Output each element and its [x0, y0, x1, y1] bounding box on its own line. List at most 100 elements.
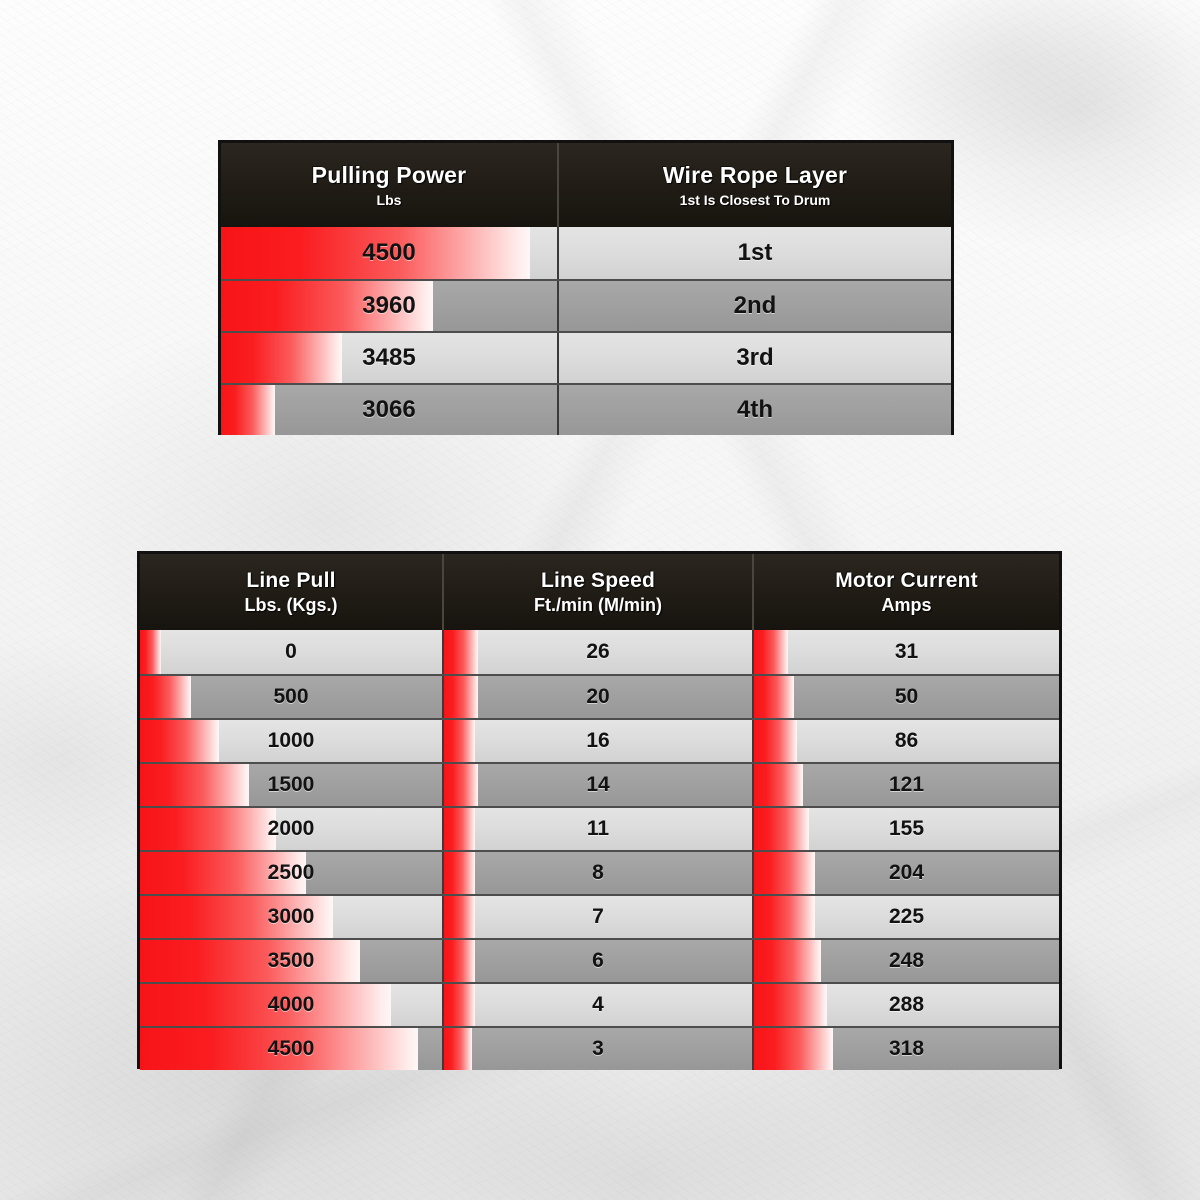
line-pull-value: 4500: [267, 1037, 315, 1060]
motor-current-bar: [754, 764, 803, 806]
cell-line-speed: 14: [442, 764, 752, 806]
cell-line-speed: 6: [442, 940, 752, 982]
pulling-power-value: 3485: [362, 344, 416, 371]
line-speed-value: 7: [592, 905, 604, 928]
pulling-power-table: Pulling Power Lbs Wire Rope Layer 1st Is…: [218, 140, 954, 435]
header-line-pull-title: Line Pull: [246, 568, 336, 592]
line-pull-bar: [140, 676, 192, 718]
motor-current-value: 204: [888, 861, 925, 884]
motor-current-value: 318: [888, 1037, 925, 1060]
motor-current-value: 121: [888, 773, 925, 796]
line-pull-value: 2500: [267, 861, 315, 884]
motor-current-bar: [754, 852, 815, 894]
motor-current-bar: [754, 808, 809, 850]
header-pulling-power-unit: Lbs: [376, 192, 402, 208]
line-speed-bar: [444, 808, 475, 850]
table-row: 3000 7 225: [140, 894, 1059, 938]
pulling-power-value: 4500: [362, 239, 416, 266]
line-pull-bar: [140, 940, 361, 982]
cell-motor-current: 31: [752, 630, 1059, 674]
performance-table: Line Pull Lbs. (Kgs.) Line Speed Ft./min…: [137, 551, 1062, 1070]
motor-current-value: 225: [888, 905, 925, 928]
wire-rope-layer-value: 1st: [737, 239, 773, 266]
cell-pulling-power: 4500: [221, 227, 557, 279]
header-wire-rope-layer-title: Wire Rope Layer: [662, 162, 848, 188]
motor-current-value: 31: [894, 640, 919, 663]
pulling-power-value: 3960: [362, 292, 416, 319]
cell-line-speed: 4: [442, 984, 752, 1026]
cell-motor-current: 155: [752, 808, 1059, 850]
table-row: 1000 16 86: [140, 718, 1059, 762]
line-pull-value: 3500: [267, 949, 315, 972]
line-pull-bar: [140, 1028, 418, 1070]
table-row: 2500 8 204: [140, 850, 1059, 894]
table-row: 500 20 50: [140, 674, 1059, 718]
table-row: 3066 4th: [221, 383, 951, 435]
line-pull-value: 500: [273, 685, 309, 708]
cell-wire-rope-layer: 4th: [557, 385, 951, 435]
table-row: 1500 14 121: [140, 762, 1059, 806]
motor-current-value: 86: [894, 729, 919, 752]
pulling-power-bar: [221, 281, 433, 331]
line-pull-bar: [140, 630, 162, 674]
cell-motor-current: 225: [752, 896, 1059, 938]
line-speed-bar: [444, 720, 475, 762]
line-speed-bar: [444, 984, 475, 1026]
cell-motor-current: 50: [752, 676, 1059, 718]
cell-line-pull: 2000: [140, 808, 442, 850]
line-pull-bar: [140, 764, 249, 806]
line-speed-bar: [444, 676, 478, 718]
cell-motor-current: 288: [752, 984, 1059, 1026]
cell-line-speed: 16: [442, 720, 752, 762]
line-pull-bar: [140, 984, 391, 1026]
header-motor-current-title: Motor Current: [835, 568, 978, 592]
motor-current-bar: [754, 984, 828, 1026]
wire-rope-layer-value: 2nd: [733, 292, 777, 319]
cell-motor-current: 121: [752, 764, 1059, 806]
table-row: 0 26 31: [140, 630, 1059, 674]
table-row: 2000 11 155: [140, 806, 1059, 850]
motor-current-bar: [754, 1028, 834, 1070]
motor-current-bar: [754, 630, 788, 674]
cell-line-pull: 0: [140, 630, 442, 674]
line-speed-value: 14: [586, 773, 610, 796]
cell-motor-current: 248: [752, 940, 1059, 982]
line-pull-bar: [140, 808, 276, 850]
header-pulling-power-title: Pulling Power: [311, 162, 467, 188]
cell-line-pull: 2500: [140, 852, 442, 894]
motor-current-value: 155: [888, 817, 925, 840]
header-wire-rope-layer-note: 1st Is Closest To Drum: [679, 192, 831, 208]
cell-wire-rope-layer: 1st: [557, 227, 951, 279]
motor-current-bar: [754, 676, 794, 718]
cell-line-pull: 4000: [140, 984, 442, 1026]
header-motor-current-unit: Amps: [881, 594, 932, 615]
pulling-power-value: 3066: [362, 396, 416, 423]
cell-line-pull: 500: [140, 676, 442, 718]
line-speed-value: 11: [586, 817, 610, 840]
pulling-power-bar: [221, 333, 342, 383]
line-pull-value: 1500: [267, 773, 315, 796]
cell-motor-current: 204: [752, 852, 1059, 894]
cell-line-speed: 20: [442, 676, 752, 718]
wire-rope-layer-value: 4th: [737, 396, 773, 423]
table-row: 4000 4 288: [140, 982, 1059, 1026]
cell-wire-rope-layer: 3rd: [557, 333, 951, 383]
line-pull-bar: [140, 720, 219, 762]
line-pull-value: 0: [285, 640, 297, 663]
pulling-power-table-header: Pulling Power Lbs Wire Rope Layer 1st Is…: [221, 143, 951, 227]
cell-wire-rope-layer: 2nd: [557, 281, 951, 331]
cell-line-speed: 11: [442, 808, 752, 850]
header-line-speed: Line Speed Ft./min (M/min): [442, 554, 752, 630]
table-row: 3485 3rd: [221, 331, 951, 383]
header-line-speed-title: Line Speed: [540, 568, 656, 592]
cell-pulling-power: 3485: [221, 333, 557, 383]
table-row: 3500 6 248: [140, 938, 1059, 982]
line-speed-bar: [444, 896, 475, 938]
cell-line-pull: 3000: [140, 896, 442, 938]
performance-table-body: 0 26 31 500 20 50 1000 16 86 1500 14 121 2000 11 155 25…: [140, 630, 1059, 1070]
pulling-power-bar: [221, 385, 275, 435]
cell-motor-current: 86: [752, 720, 1059, 762]
cell-pulling-power: 3960: [221, 281, 557, 331]
cell-line-pull: 1000: [140, 720, 442, 762]
pulling-power-bar: [221, 227, 531, 279]
